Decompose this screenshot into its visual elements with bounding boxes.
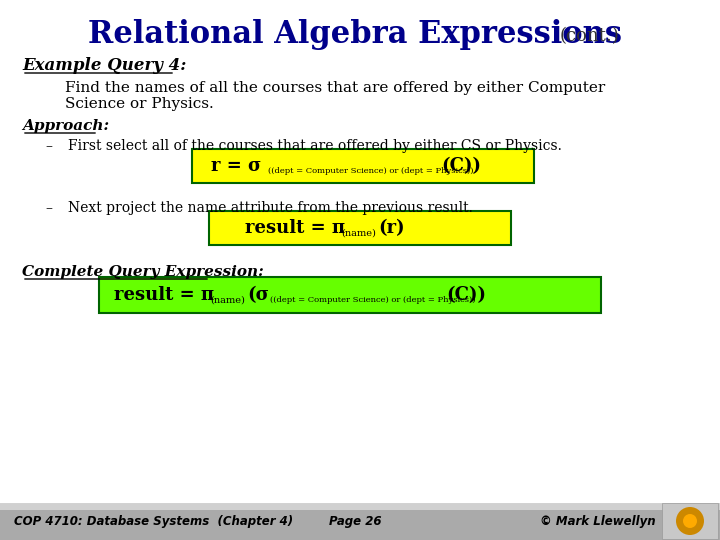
- Text: (C)): (C)): [446, 286, 486, 304]
- Text: (σ: (σ: [247, 286, 269, 304]
- FancyBboxPatch shape: [209, 211, 511, 245]
- Bar: [662, 503, 718, 539]
- Text: Example Query 4:: Example Query 4:: [22, 57, 186, 75]
- Text: Approach:: Approach:: [22, 119, 109, 133]
- Text: result = π: result = π: [114, 286, 214, 304]
- Text: (cont.): (cont.): [560, 27, 620, 45]
- Text: Science or Physics.: Science or Physics.: [65, 97, 214, 111]
- Text: –: –: [45, 201, 52, 215]
- Text: (r): (r): [378, 219, 405, 237]
- Text: ((dept = Computer Science) or (dept = Physics)): ((dept = Computer Science) or (dept = Ph…: [268, 167, 474, 175]
- Text: (name): (name): [341, 228, 376, 238]
- Circle shape: [676, 507, 704, 535]
- Text: (name): (name): [210, 295, 245, 305]
- Text: r = σ: r = σ: [211, 157, 261, 175]
- Text: (C)): (C)): [441, 157, 481, 175]
- Text: Find the names of all the courses that are offered by either Computer: Find the names of all the courses that a…: [65, 81, 606, 95]
- Text: ((dept = Computer Science) or (dept = Physics)): ((dept = Computer Science) or (dept = Ph…: [270, 296, 475, 304]
- Circle shape: [683, 514, 697, 528]
- FancyBboxPatch shape: [192, 149, 534, 183]
- Text: –: –: [45, 139, 52, 153]
- Text: COP 4710: Database Systems  (Chapter 4): COP 4710: Database Systems (Chapter 4): [14, 515, 293, 528]
- Bar: [0, 502, 720, 510]
- Text: Relational Algebra Expressions: Relational Algebra Expressions: [88, 19, 622, 51]
- Text: result = π: result = π: [245, 219, 345, 237]
- Text: Complete Query Expression:: Complete Query Expression:: [22, 265, 264, 279]
- Text: Page 26: Page 26: [329, 515, 382, 528]
- Text: Next project the name attribute from the previous result.: Next project the name attribute from the…: [68, 201, 473, 215]
- Bar: [0, 502, 720, 540]
- Text: First select all of the courses that are offered by either CS or Physics.: First select all of the courses that are…: [68, 139, 562, 153]
- FancyBboxPatch shape: [99, 277, 601, 313]
- Text: © Mark Llewellyn: © Mark Llewellyn: [540, 515, 656, 528]
